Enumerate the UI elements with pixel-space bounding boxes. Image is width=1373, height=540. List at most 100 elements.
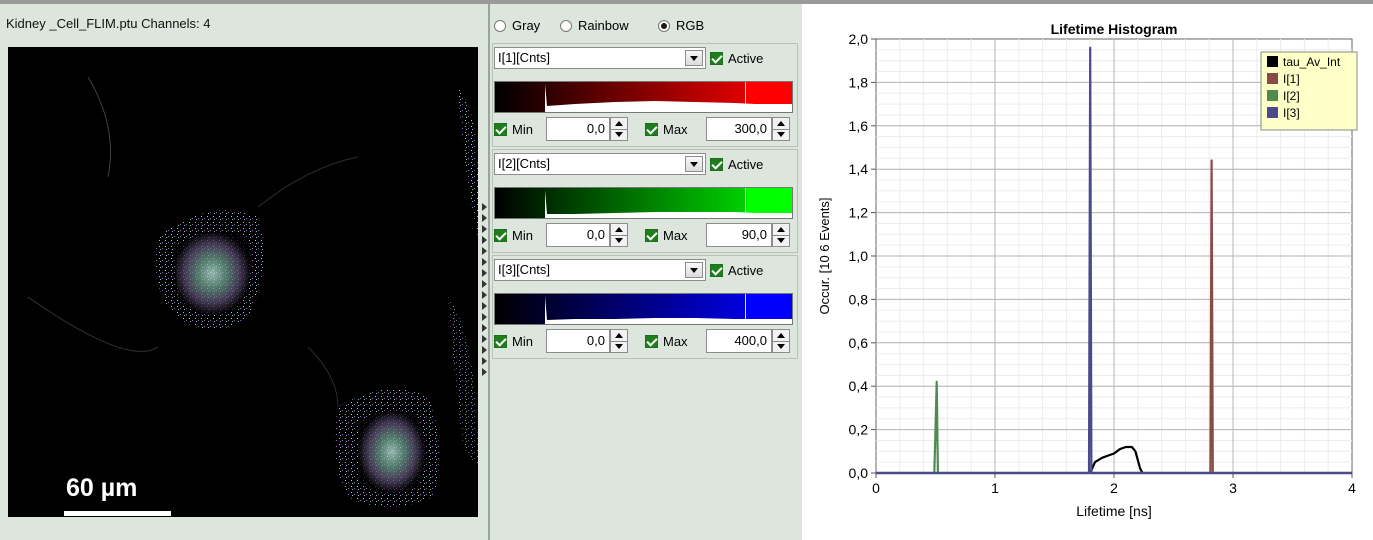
arrow-right-icon[interactable] <box>482 335 487 343</box>
x-tick-label: 2 <box>1110 480 1118 496</box>
chevron-down-icon[interactable] <box>685 50 703 66</box>
y-tick-label: 0,4 <box>849 378 869 394</box>
radio-dot-selected[interactable] <box>658 19 670 32</box>
arrow-right-icon[interactable] <box>482 324 487 332</box>
radio-gray[interactable]: Gray <box>494 18 540 33</box>
checkbox-checked-icon[interactable] <box>645 123 658 136</box>
checkbox-checked-icon[interactable] <box>645 229 658 242</box>
channel-2-min-checkbox[interactable]: Min <box>494 228 533 243</box>
y-tick-label: 0,6 <box>849 335 869 351</box>
series-line-4 <box>876 46 1352 475</box>
scale-bar-label: 60 µm <box>66 474 138 502</box>
image-title: Kidney _Cell_FLIM.ptu Channels: 4 <box>6 16 211 31</box>
channel-3-max-spinner[interactable] <box>772 329 790 353</box>
channel-1-max-input[interactable]: 300,0 <box>706 117 772 141</box>
channel-2-max-spinner[interactable] <box>772 223 790 247</box>
legend-entry: I[3] <box>1283 106 1300 120</box>
channel-1-min-spinner[interactable] <box>610 117 628 141</box>
arrow-right-icon[interactable] <box>482 368 487 376</box>
max-label: Max <box>663 122 688 137</box>
legend-entry: I[2] <box>1283 89 1300 103</box>
channel-3-panel: I[3][Cnts] Active Min 0,0 Max 400,0 <box>490 255 802 359</box>
arrow-right-icon[interactable] <box>482 269 487 277</box>
x-axis-label: Lifetime [ns] <box>1076 503 1151 519</box>
checkbox-checked-icon[interactable] <box>710 158 723 171</box>
channel-2-max-checkbox[interactable]: Max <box>645 228 688 243</box>
collapse-arrows[interactable] <box>482 203 490 379</box>
channel-1-colorbar[interactable] <box>494 81 793 113</box>
channel-3-min-spinner[interactable] <box>610 329 628 353</box>
checkbox-checked-icon[interactable] <box>710 264 723 277</box>
x-tick-label: 3 <box>1229 480 1237 496</box>
arrow-right-icon[interactable] <box>482 203 487 211</box>
channel-1-panel: I[1][Cnts] Active Min 0,0 Max 300,0 <box>490 43 802 147</box>
arrow-right-icon[interactable] <box>482 258 487 266</box>
radio-dot[interactable] <box>560 19 572 32</box>
color-control-panel: Gray Rainbow RGB I[1][Cnts] Active <box>490 4 802 540</box>
channel-3-active-checkbox[interactable]: Active <box>710 263 763 278</box>
radio-rgb[interactable]: RGB <box>658 18 704 33</box>
max-label: Max <box>663 334 688 349</box>
panel-splitter[interactable] <box>488 4 490 540</box>
checkbox-checked-icon[interactable] <box>645 335 658 348</box>
arrow-right-icon[interactable] <box>482 225 487 233</box>
channel-3-max-checkbox[interactable]: Max <box>645 334 688 349</box>
active-label: Active <box>728 263 764 278</box>
series-line-1 <box>1089 445 1144 474</box>
channel-1-select[interactable]: I[1][Cnts] <box>494 47 706 69</box>
y-tick-label: 1,8 <box>849 74 869 90</box>
channel-1-max-spinner[interactable] <box>772 117 790 141</box>
max-label: Max <box>663 228 688 243</box>
checkbox-checked-icon[interactable] <box>494 335 507 348</box>
flim-image[interactable]: 60 µm <box>8 47 478 517</box>
window-top-border <box>0 0 1373 4</box>
display-mode-group: Gray Rainbow RGB <box>490 18 802 38</box>
channel-1-name: I[1][Cnts] <box>498 50 551 65</box>
radio-dot[interactable] <box>494 19 506 32</box>
channel-1-max-checkbox[interactable]: Max <box>645 122 688 137</box>
legend-entry: I[1] <box>1283 72 1300 86</box>
arrow-right-icon[interactable] <box>482 236 487 244</box>
channel-3-min-checkbox[interactable]: Min <box>494 334 533 349</box>
arrow-right-icon[interactable] <box>482 247 487 255</box>
channel-3-colorbar[interactable] <box>494 293 793 325</box>
channel-1-min-input[interactable]: 0,0 <box>546 117 610 141</box>
x-tick-label: 0 <box>872 480 880 496</box>
checkbox-checked-icon[interactable] <box>710 52 723 65</box>
channel-2-min-spinner[interactable] <box>610 223 628 247</box>
arrow-right-icon[interactable] <box>482 313 487 321</box>
channel-1-min-checkbox[interactable]: Min <box>494 122 533 137</box>
channel-2-colorbar[interactable] <box>494 187 793 219</box>
x-tick-label: 1 <box>991 480 999 496</box>
channel-2-select[interactable]: I[2][Cnts] <box>494 153 706 175</box>
chart-title: Lifetime Histogram <box>1051 21 1178 37</box>
channel-2-max-input[interactable]: 90,0 <box>706 223 772 247</box>
arrow-right-icon[interactable] <box>482 291 487 299</box>
channel-2-active-checkbox[interactable]: Active <box>710 157 763 172</box>
lifetime-histogram-chart[interactable]: 0 1 2 3 4 0,0 0,2 0,4 0,6 0,8 1,0 1,2 1,4 1,6 1,8 2,0 Li… <box>802 4 1373 540</box>
arrow-right-icon[interactable] <box>482 280 487 288</box>
channel-2-min-input[interactable]: 0,0 <box>546 223 610 247</box>
checkbox-checked-icon[interactable] <box>494 229 507 242</box>
y-tick-label: 1,4 <box>849 161 869 177</box>
min-label: Min <box>512 228 533 243</box>
arrow-right-icon[interactable] <box>482 346 487 354</box>
checkbox-checked-icon[interactable] <box>494 123 507 136</box>
channel-3-select[interactable]: I[3][Cnts] <box>494 259 706 281</box>
channel-1-active-checkbox[interactable]: Active <box>710 51 763 66</box>
chevron-down-icon[interactable] <box>685 262 703 278</box>
arrow-right-icon[interactable] <box>482 302 487 310</box>
channel-3-min-input[interactable]: 0,0 <box>546 329 610 353</box>
arrow-right-icon[interactable] <box>482 214 487 222</box>
channel-3-max-input[interactable]: 400,0 <box>706 329 772 353</box>
radio-label: RGB <box>676 18 705 33</box>
y-tick-label: 1,6 <box>849 118 869 134</box>
y-tick-label: 1,2 <box>849 205 869 221</box>
chevron-down-icon[interactable] <box>685 156 703 172</box>
channel-2-panel: I[2][Cnts] Active Min 0,0 Max 90,0 <box>490 149 802 253</box>
arrow-right-icon[interactable] <box>482 357 487 365</box>
x-tick-label: 4 <box>1348 480 1356 496</box>
radio-rainbow[interactable]: Rainbow <box>560 18 629 33</box>
legend-swatch <box>1267 73 1278 84</box>
legend-swatch <box>1267 56 1278 67</box>
